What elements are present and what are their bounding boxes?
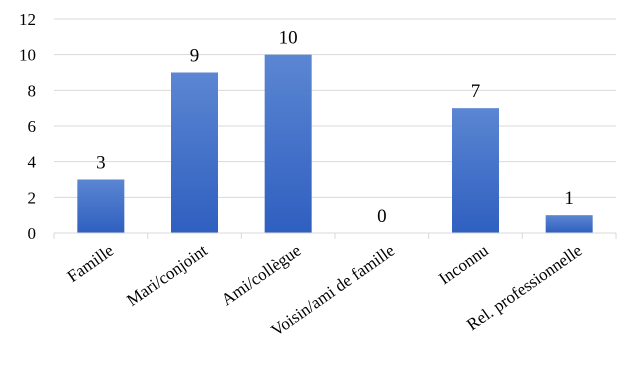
x-axis: [53, 232, 617, 239]
data-label: 1: [564, 188, 574, 209]
data-label: 7: [471, 81, 481, 102]
gridlines: [54, 18, 616, 198]
category-label: Famille: [64, 241, 117, 286]
bar: [77, 179, 125, 233]
y-tick-label: 4: [28, 153, 37, 172]
category-label: Inconnu: [435, 240, 492, 288]
data-label: 0: [377, 206, 387, 227]
y-tick-label: 8: [28, 81, 37, 100]
category-label: Mari/conjoint: [123, 241, 211, 310]
data-label: 9: [190, 46, 200, 67]
bar: [452, 108, 499, 233]
bar: [545, 215, 593, 233]
bar: [171, 72, 218, 233]
data-label: 10: [279, 28, 298, 49]
bar: [264, 54, 312, 233]
y-axis-tick-labels: 0 2 4 6 8 10 12: [19, 10, 37, 243]
category-label: Ami/collègue: [218, 241, 305, 310]
data-labels: 3 9 10 0 7 1: [96, 28, 574, 227]
y-tick-label: 6: [28, 117, 37, 136]
y-tick-label: 0: [28, 224, 37, 243]
category-labels: Famille Mari/conjoint Ami/collègueVoisin/a…: [64, 240, 586, 340]
bars: [77, 54, 593, 233]
y-tick-label: 10: [19, 46, 36, 65]
data-label: 3: [96, 153, 106, 174]
y-tick-label: 2: [28, 188, 37, 207]
y-tick-label: 12: [19, 10, 36, 29]
